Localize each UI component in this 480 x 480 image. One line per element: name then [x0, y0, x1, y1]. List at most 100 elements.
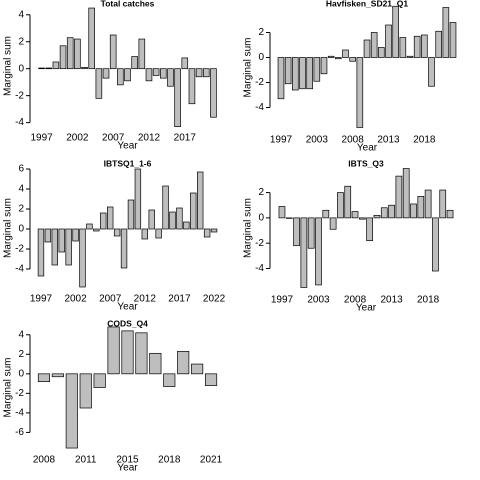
- bar: [66, 37, 74, 70]
- bar: [58, 228, 65, 253]
- x-tick-label: 2015: [116, 455, 139, 466]
- bar: [37, 373, 51, 382]
- bar: [402, 168, 410, 219]
- x-tick-label: 2007: [102, 133, 125, 144]
- y-tick-label: 4: [18, 9, 24, 20]
- bar: [174, 68, 181, 128]
- panel-title: CODS_Q4: [107, 318, 148, 328]
- x-tick-label: 1997: [30, 294, 53, 305]
- y-tick-label: 0: [258, 213, 264, 224]
- bar: [44, 228, 52, 243]
- bar: [107, 206, 114, 230]
- bar: [190, 192, 197, 230]
- x-tick-label: 2003: [307, 295, 330, 306]
- bar: [79, 373, 92, 409]
- bar: [167, 68, 174, 87]
- bar: [210, 68, 217, 118]
- bar: [86, 223, 93, 230]
- bar: [446, 209, 454, 219]
- bar: [392, 5, 399, 58]
- bar: [102, 68, 110, 79]
- x-tick-label: 2008: [344, 295, 367, 306]
- bar: [81, 66, 88, 70]
- x-axis-label: Year: [357, 143, 378, 154]
- bar: [410, 203, 417, 219]
- bar: [358, 217, 366, 220]
- bar: [100, 212, 107, 230]
- bar: [181, 57, 189, 70]
- x-tick-label: 2013: [380, 295, 403, 306]
- bar: [152, 68, 160, 76]
- bar: [176, 207, 183, 230]
- bar: [315, 217, 322, 286]
- y-tick-label: 4: [18, 329, 24, 340]
- bar: [93, 228, 100, 232]
- bar: [88, 7, 95, 70]
- x-tick-label: 2003: [306, 135, 329, 146]
- x-tick-label: 1997: [270, 135, 293, 146]
- x-tick-label: 1997: [30, 133, 53, 144]
- bar: [299, 57, 306, 90]
- x-tick-label: 1997: [271, 295, 294, 306]
- bar: [439, 189, 447, 219]
- bar: [395, 175, 403, 219]
- y-tick-label: 6: [18, 164, 24, 175]
- y-tick-label: -6: [15, 427, 24, 438]
- panel-title: IBTSQ1_1-6: [104, 158, 152, 168]
- bar: [169, 211, 176, 230]
- bar: [183, 221, 190, 230]
- y-tick-label: -4: [15, 408, 24, 419]
- panel-title: Havfisken_SD21_Q1: [326, 0, 408, 8]
- x-tick-label: 2017: [168, 294, 191, 305]
- bar: [277, 57, 285, 100]
- bar: [406, 55, 414, 58]
- x-tick-label: 2007: [99, 294, 122, 305]
- y-tick-label: 2: [18, 36, 24, 47]
- bar: [449, 22, 457, 58]
- y-tick-label: 2: [18, 349, 24, 360]
- bar: [210, 228, 218, 233]
- bar: [177, 351, 190, 375]
- bar: [278, 206, 286, 219]
- bar: [149, 352, 162, 375]
- bar: [148, 209, 155, 230]
- y-tick-label: 0: [18, 63, 24, 74]
- bar: [191, 363, 204, 375]
- y-tick-label: 0: [18, 224, 24, 235]
- bar: [417, 196, 425, 219]
- x-axis-label: Year: [117, 463, 138, 474]
- bar: [435, 30, 442, 58]
- y-tick-label: -2: [255, 238, 264, 249]
- bar: [45, 67, 53, 70]
- panel-title: Total catches: [101, 0, 155, 8]
- bar: [204, 373, 218, 386]
- y-tick-label: 2: [258, 187, 264, 198]
- bar: [162, 185, 169, 230]
- bar: [120, 228, 128, 269]
- y-tick-label: 2: [258, 27, 264, 38]
- y-tick-label: 2: [18, 204, 24, 215]
- bar: [138, 38, 146, 70]
- bar: [313, 57, 321, 82]
- y-tick-label: -2: [15, 388, 24, 399]
- bar: [74, 38, 81, 70]
- x-tick-label: 2022: [203, 294, 226, 305]
- bar: [51, 373, 64, 378]
- bar: [320, 57, 328, 75]
- bar: [160, 68, 167, 79]
- x-tick-label: 2013: [377, 135, 400, 146]
- y-tick-label: 4: [18, 184, 24, 195]
- bar: [135, 332, 148, 375]
- bar: [197, 171, 204, 230]
- y-tick-label: -2: [15, 90, 24, 101]
- bar: [124, 68, 131, 82]
- y-tick-label: 0: [258, 52, 264, 63]
- x-tick-label: 2018: [417, 295, 440, 306]
- x-tick-label: 2011: [75, 455, 97, 466]
- bar: [421, 34, 428, 58]
- x-tick-label: 2008: [342, 135, 365, 146]
- bar: [51, 228, 58, 266]
- bar: [388, 204, 395, 219]
- bar: [93, 373, 106, 388]
